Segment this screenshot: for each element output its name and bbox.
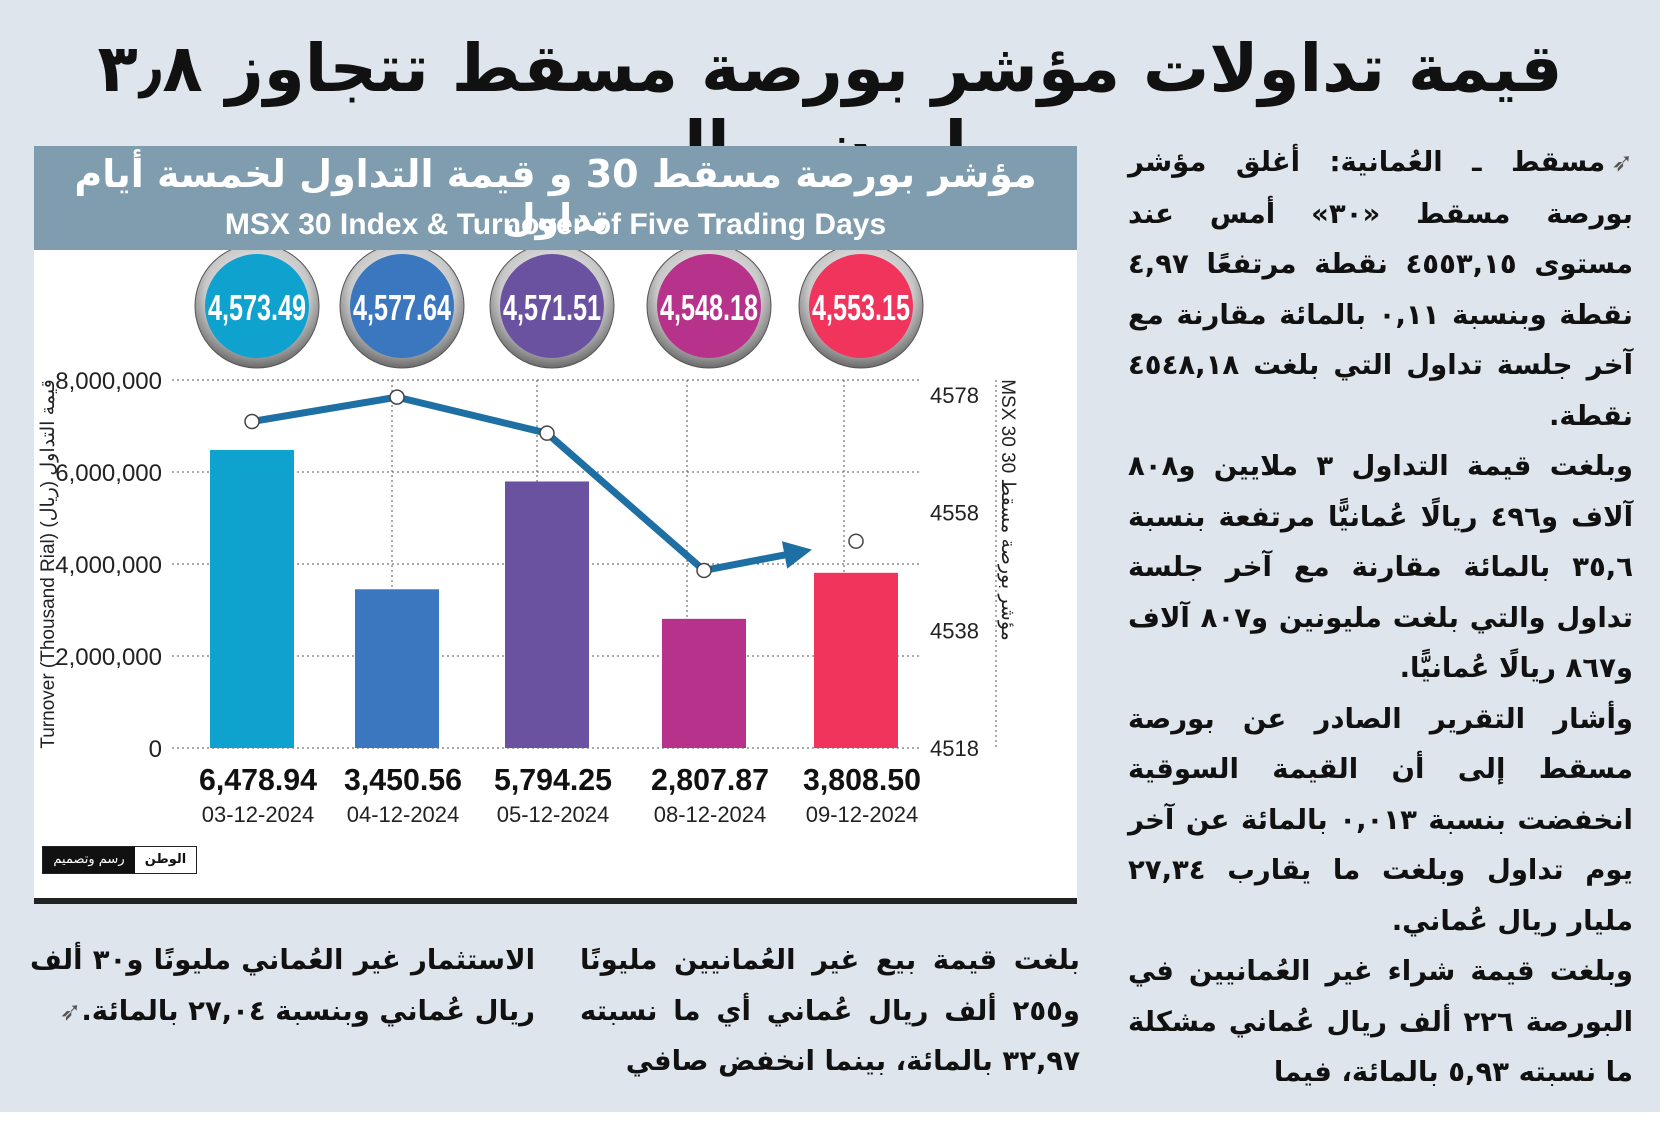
index-point (696, 562, 712, 579)
turnover-bar (210, 449, 294, 748)
bar-value-label: 3,808.50 (803, 762, 921, 797)
y-tick-label: 2,000,000 (55, 644, 162, 671)
x-tick-label: 03-12-2024 (202, 802, 315, 827)
index-point (539, 425, 555, 441)
article-left-column: الاستثمار غير العُماني مليونًا و٣٠ ألف ر… (30, 935, 535, 1037)
index-bubble-label: 4,573.49 (208, 287, 306, 328)
turnover-bar (505, 481, 589, 748)
headline: قيمة تداولات مؤشر بورصة مسقط تتجاوز ٣٫٨ … (97, 30, 1563, 184)
index-bubble-label: 4,577.64 (353, 287, 451, 328)
turnover-bars (210, 449, 898, 748)
y-right-tick-label: 4518 (930, 736, 979, 761)
infographic-box: مؤشر بورصة مسقط 30 و قيمة التداول لخمسة … (34, 146, 1077, 904)
x-tick-label: 08-12-2024 (654, 802, 767, 827)
y-axis-title: Turnover (Thousand Rial) قيمة التداول (ر… (38, 379, 59, 748)
bar-value-label: 5,794.25 (494, 762, 612, 797)
x-tick-label: 04-12-2024 (347, 802, 460, 827)
article-paragraph: بلغت قيمة بيع غير العُمانيين مليونًا و٢٥… (580, 944, 1080, 1077)
design-credit: رسم وتصميم الوطن (42, 846, 197, 874)
paper-plane-icon: ➶ (59, 996, 82, 1027)
index-bubble-label: 4,571.51 (503, 287, 601, 328)
index-bubble (809, 254, 913, 358)
article-paragraph: ➶مسقط ـ العُمانية: أغلق مؤشر بورصة مسقط … (1128, 137, 1633, 441)
chart-subtitle: MSX 30 Index & Turnover of Five Trading … (224, 208, 887, 241)
article-right-column: ➶مسقط ـ العُمانية: أغلق مؤشر بورصة مسقط … (1128, 137, 1633, 1098)
y-right-axis-title: MSX 30 مؤشر بورصة مسقط 30 (997, 379, 1018, 641)
article-paragraph: وأشار التقرير الصادر عن بورصة مسقط إلى أ… (1128, 702, 1633, 937)
index-point (848, 533, 864, 549)
chart-title: مؤشر بورصة مسقط 30 و قيمة التداول لخمسة … (74, 152, 1037, 240)
index-bubble-label: 4,548.18 (660, 287, 758, 328)
turnover-bar (662, 618, 746, 748)
msx30-line (244, 389, 864, 579)
index-bubbles: 4,573.49 4,577.64 4,571.51 4,548.18 4,553.15 (194, 250, 924, 369)
y-tick-label: 0 (149, 736, 162, 763)
brand-logo: الوطن (135, 847, 196, 873)
index-bubble (205, 254, 309, 358)
index-bubble-label: 4,553.15 (812, 287, 910, 328)
y-tick-label: 4,000,000 (55, 552, 162, 579)
paper-plane-icon: ➶ (1611, 148, 1633, 178)
y-tick-label: 8,000,000 (55, 368, 162, 395)
index-point (389, 389, 405, 405)
bar-value-label: 6,478.94 (199, 762, 318, 797)
index-bubble (657, 254, 761, 358)
y-right-tick-label: 4558 (930, 501, 979, 526)
credit-text: رسم وتصميم (43, 847, 135, 873)
x-tick-label: 05-12-2024 (497, 802, 610, 827)
x-axis-labels: 6,478.94 3,450.56 5,794.25 2,807.87 3,808.50… (199, 762, 921, 827)
x-tick-label: 09-12-2024 (806, 802, 919, 827)
newspaper-page: قيمة تداولات مؤشر بورصة مسقط تتجاوز ٣٫٨ … (0, 0, 1660, 1112)
article-middle-column: بلغت قيمة بيع غير العُمانيين مليونًا و٢٥… (580, 935, 1080, 1087)
y-right-tick-label: 4538 (930, 618, 979, 643)
index-point (244, 413, 260, 430)
index-bubble (500, 254, 604, 358)
y-axis-left: 8,000,000 6,000,000 4,000,000 2,000,000 0 Tur… (38, 368, 162, 763)
turnover-index-chart: 4,573.49 4,577.64 4,571.51 4,548.18 4,553.15… (38, 250, 1018, 827)
turnover-bar (814, 572, 898, 748)
chart-header: مؤشر بورصة مسقط 30 و قيمة التداول لخمسة … (34, 146, 1077, 250)
article-paragraph: وبلغت قيمة شراء غير العُمانيين في البورص… (1128, 955, 1633, 1088)
y-tick-label: 6,000,000 (55, 460, 162, 487)
turnover-bar (355, 589, 439, 748)
y-right-tick-label: 4578 (930, 383, 979, 408)
bar-value-label: 3,450.56 (344, 762, 462, 797)
article-paragraph: وبلغت قيمة التداول ٣ ملايين و٨٠٨ آلاف و٤… (1128, 450, 1633, 684)
y-axis-right: 4578 4558 4538 4518 MSX 30 مؤشر بورصة مسقط 3… (930, 379, 1018, 761)
bar-value-label: 2,807.87 (651, 762, 769, 797)
article-paragraph: الاستثمار غير العُماني مليونًا و٣٠ ألف ر… (30, 935, 535, 1037)
index-bubble (350, 254, 454, 358)
